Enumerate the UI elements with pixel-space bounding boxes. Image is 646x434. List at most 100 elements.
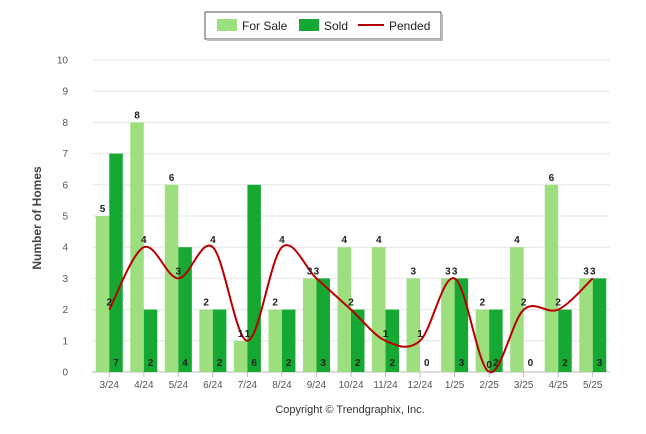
label-for-sale: 5: [100, 204, 106, 215]
label-pended: 4: [210, 235, 216, 246]
label-pended: 4: [141, 235, 147, 246]
x-axis-ticks: 3/24 4/24 5/24 6/24 7/24 8/24 9/24 10/24 11/24 12…: [100, 372, 603, 391]
label-sold: 3: [597, 358, 603, 369]
label-for-sale: 3: [583, 266, 589, 277]
label-sold: 2: [217, 358, 223, 369]
bar-sold: [212, 309, 227, 372]
bar-for-sale: [372, 247, 386, 372]
label-pended: 2: [555, 298, 561, 309]
x-tick-label: 1/25: [445, 380, 465, 391]
label-for-sale: 2: [480, 298, 486, 309]
label-pended: 2: [521, 298, 527, 309]
bar-for-sale: [268, 309, 282, 372]
label-sold: 7: [113, 358, 119, 369]
bar-sold: [592, 278, 607, 372]
x-tick-label: 3/25: [514, 380, 534, 391]
legend-shadow: [441, 14, 443, 41]
x-tick-label: 4/25: [548, 380, 568, 391]
copyright-footer: Copyright © Trendgraphix, Inc.: [275, 404, 424, 416]
bar-for-sale: [406, 278, 421, 372]
bar-sold: [351, 309, 365, 372]
bar-for-sale: [337, 247, 351, 372]
label-for-sale: 6: [549, 173, 555, 184]
bar-for-sale: [130, 122, 144, 373]
legend-swatch-sold: [299, 19, 319, 31]
bar-for-sale: [544, 184, 559, 372]
x-tick-label: 2/25: [479, 380, 499, 391]
legend-label-for-sale: For Sale: [242, 19, 288, 33]
label-pended: 3: [452, 266, 458, 277]
label-pended: 3: [590, 266, 596, 277]
y-tick-label: 3: [62, 274, 68, 285]
label-pended: 1: [383, 329, 389, 340]
x-tick-label: 7/24: [238, 380, 258, 391]
label-for-sale: 3: [307, 266, 313, 277]
x-tick-label: 5/25: [583, 380, 603, 391]
legend-box: [204, 11, 442, 40]
y-tick-label: 5: [62, 212, 68, 223]
x-tick-label: 6/24: [203, 380, 223, 391]
pended-line-layer: [108, 244, 594, 374]
x-tick-label: 4/24: [134, 380, 154, 391]
label-for-sale: 6: [169, 173, 175, 184]
bar-for-sale: [233, 340, 248, 372]
label-pended: 0: [486, 360, 492, 371]
pended-line: [108, 244, 594, 374]
bar-sold: [489, 309, 503, 372]
bar-for-sale: [441, 278, 455, 372]
bar-sold: [143, 309, 158, 372]
legend-label-pended: Pended: [389, 19, 430, 33]
label-sold: 2: [390, 358, 396, 369]
legend: For Sale Sold Pended: [204, 11, 443, 41]
legend-label-sold: Sold: [324, 19, 348, 33]
y-tick-label: 9: [62, 87, 68, 98]
label-sold: 0: [424, 358, 430, 369]
y-axis-ticks: 0 1 2 3 4 5 6 7 8 9 10: [57, 56, 69, 379]
label-pended: 3: [314, 266, 320, 277]
bar-for-sale: [579, 278, 593, 372]
label-sold: 4: [182, 358, 188, 369]
x-tick-label: 5/24: [169, 380, 189, 391]
label-for-sale: 4: [376, 235, 382, 246]
x-tick-label: 12/24: [408, 380, 433, 391]
bar-sold: [247, 184, 261, 372]
label-for-sale: 2: [203, 298, 209, 309]
bar-sold: [385, 309, 400, 372]
x-tick-label: 8/24: [272, 380, 292, 391]
y-tick-label: 1: [62, 336, 68, 347]
label-for-sale: 3: [411, 266, 417, 277]
label-for-sale: 4: [341, 235, 347, 246]
label-pended: 2: [348, 298, 354, 309]
y-tick-label: 4: [62, 243, 68, 254]
x-tick-label: 11/24: [373, 380, 398, 391]
label-pended: 2: [106, 298, 112, 309]
label-sold: 3: [320, 358, 326, 369]
label-sold: 2: [286, 358, 292, 369]
label-for-sale: 3: [445, 266, 451, 277]
label-sold: 2: [355, 358, 361, 369]
label-pended: 1: [245, 329, 251, 340]
label-for-sale: 2: [272, 298, 278, 309]
label-sold: 2: [493, 358, 499, 369]
y-tick-label: 7: [62, 149, 68, 160]
label-pended: 3: [176, 266, 182, 277]
label-pended: 1: [417, 329, 423, 340]
label-sold: 6: [251, 358, 257, 369]
bar-for-sale: [95, 216, 110, 372]
label-pended: 4: [279, 235, 285, 246]
x-tick-label: 10/24: [338, 380, 363, 391]
bar-for-sale: [164, 184, 179, 372]
label-for-sale: 4: [514, 235, 520, 246]
bar-sold: [109, 153, 123, 372]
x-tick-label: 9/24: [307, 380, 327, 391]
x-tick-label: 3/24: [100, 380, 120, 391]
y-tick-label: 6: [62, 180, 68, 191]
bar-sold: [558, 309, 572, 372]
y-tick-label: 0: [62, 368, 68, 379]
label-sold: 2: [562, 358, 568, 369]
bar-for-sale: [199, 309, 213, 372]
bar-for-sale: [510, 247, 524, 372]
